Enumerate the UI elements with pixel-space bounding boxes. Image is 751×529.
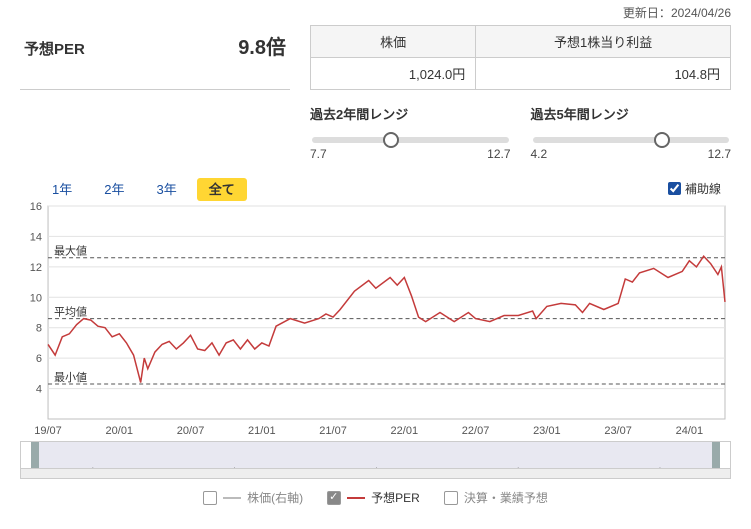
- nav-scrollbar[interactable]: [21, 468, 730, 478]
- info-table: 株価 予想1株当り利益 1,024.0円 104.8円: [310, 25, 731, 90]
- aux-line-toggle[interactable]: 補助線: [668, 180, 731, 197]
- nav-handle-right[interactable]: [712, 442, 720, 468]
- col-header-price: 株価: [311, 26, 476, 58]
- range-block-0: 過去2年間レンジ 7.712.7: [310, 104, 511, 161]
- range-slider[interactable]: [533, 137, 730, 143]
- tab-全て[interactable]: 全て: [197, 178, 247, 201]
- svg-text:23/07: 23/07: [604, 425, 632, 437]
- svg-text:24/01: 24/01: [676, 425, 704, 437]
- svg-text:8: 8: [36, 323, 42, 335]
- aux-checkbox[interactable]: [668, 182, 681, 195]
- svg-text:20/01: 20/01: [106, 425, 134, 437]
- tab-3年[interactable]: 3年: [144, 178, 188, 201]
- svg-text:21/07: 21/07: [319, 425, 347, 437]
- col-header-eps: 予想1株当り利益: [476, 26, 731, 58]
- slider-knob[interactable]: [654, 132, 670, 148]
- cell-eps: 104.8円: [476, 58, 731, 90]
- checkbox-icon: [327, 491, 341, 505]
- main-metric: 予想PER 9.8倍: [20, 25, 290, 90]
- range-block-1: 過去5年間レンジ 4.212.7: [531, 104, 732, 161]
- svg-text:20/07: 20/07: [177, 425, 205, 437]
- svg-text:22/01: 22/01: [391, 425, 419, 437]
- range-title: 過去5年間レンジ: [531, 104, 732, 123]
- legend: 株価(右軸) 予想PER 決算・業績予想: [20, 489, 731, 506]
- svg-text:10: 10: [30, 292, 42, 304]
- svg-text:16: 16: [30, 202, 42, 213]
- legend-line-icon: [347, 497, 365, 499]
- slider-knob[interactable]: [383, 132, 399, 148]
- tab-1年[interactable]: 1年: [40, 178, 84, 201]
- svg-text:23/01: 23/01: [533, 425, 561, 437]
- nav-handle-left[interactable]: [31, 442, 39, 468]
- svg-text:22/07: 22/07: [462, 425, 490, 437]
- range-slider[interactable]: [312, 137, 509, 143]
- svg-text:平均値: 平均値: [54, 306, 87, 319]
- legend-item-1[interactable]: 予想PER: [327, 489, 420, 506]
- tab-2年[interactable]: 2年: [92, 178, 136, 201]
- legend-line-icon: [223, 497, 241, 499]
- legend-item-0[interactable]: 株価(右軸): [203, 489, 303, 506]
- metric-value: 9.8倍: [238, 31, 286, 60]
- svg-text:12: 12: [30, 262, 42, 274]
- update-date: 更新日：2024/04/26: [20, 0, 731, 25]
- svg-text:最大値: 最大値: [54, 244, 87, 258]
- time-navigator[interactable]: 20/0121/0122/0123/0124/01: [20, 441, 731, 479]
- svg-text:6: 6: [36, 353, 42, 365]
- svg-text:最小値: 最小値: [54, 371, 87, 384]
- svg-text:19/07: 19/07: [34, 425, 62, 437]
- period-tabs: 1年 2年 3年全て 補助線: [20, 175, 731, 198]
- range-title: 過去2年間レンジ: [310, 104, 511, 123]
- checkbox-icon: [444, 491, 458, 505]
- svg-text:14: 14: [30, 231, 42, 243]
- checkbox-icon: [203, 491, 217, 505]
- metric-label: 予想PER: [24, 38, 85, 59]
- legend-item-2[interactable]: 決算・業績予想: [444, 489, 548, 506]
- cell-price: 1,024.0円: [311, 58, 476, 90]
- svg-text:21/01: 21/01: [248, 425, 276, 437]
- svg-text:4: 4: [36, 384, 42, 396]
- per-chart: 4 6 8 10 12 14 16 19/07 20/01 20/07 21/01 21/07 22/0…: [20, 202, 731, 437]
